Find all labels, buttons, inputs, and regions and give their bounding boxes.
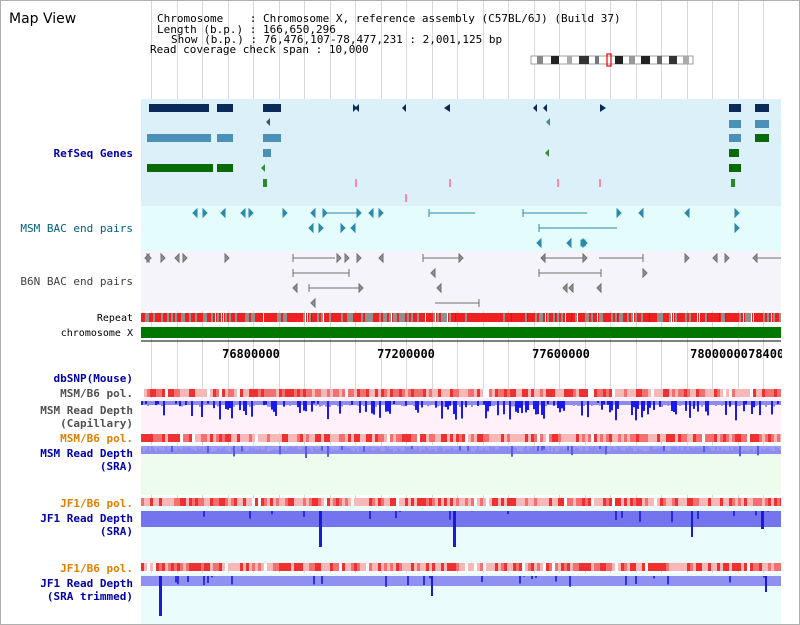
repeat-and-chromosome-bars: [141, 313, 781, 338]
tick-76800000: 76800000: [222, 347, 280, 361]
label-msm-depth-cap-1[interactable]: MSM Read Depth: [40, 404, 133, 417]
chromosome-ideogram[interactable]: [529, 53, 697, 67]
chromosome-info: Chromosome : Chromosome X, reference ass…: [157, 12, 621, 25]
msm-pol-1: [141, 389, 781, 397]
jf1-pol-1: [141, 498, 781, 506]
jf1-depth-trim: [141, 576, 781, 616]
tick-78000000: 78000000: [690, 347, 748, 361]
coverage-value: 10,000: [328, 43, 369, 56]
refseq-panel: [141, 99, 781, 206]
msm-pol-2: [141, 434, 781, 442]
label-chromosome: chromosome X: [60, 328, 133, 339]
view-title: Map View: [9, 11, 77, 27]
position-axis: [141, 340, 781, 342]
right-margin: [782, 1, 799, 624]
show-value: 76,476,107-78,477,231 : 2,001,125 bp: [263, 33, 503, 46]
jf1-depth-sra: [141, 511, 781, 547]
msm-depth-sra: [141, 446, 781, 459]
jf1-pol-2: [141, 563, 781, 571]
label-msm-pol-1[interactable]: MSM/B6 pol.: [60, 387, 133, 400]
label-repeat: Repeat: [96, 313, 133, 324]
show-label: Show (b.p.): [171, 33, 244, 46]
label-jf1-depth-trim-2: (SRA trimmed): [46, 590, 133, 603]
chromosome-value: Chromosome X, reference assembly (C57BL/…: [262, 12, 621, 25]
msm-bac-track[interactable]: [141, 206, 781, 251]
label-jf1-depth-trim-1[interactable]: JF1 Read Depth: [40, 577, 133, 590]
label-jf1-depth-sra-1[interactable]: JF1 Read Depth: [40, 512, 133, 525]
label-jf1-pol-1[interactable]: JF1/B6 pol.: [60, 497, 133, 510]
gene-row-green: [147, 134, 769, 172]
gene-row-light: [147, 120, 769, 142]
tick-77200000: 77200000: [377, 347, 435, 361]
length-label: Length (b.p.): [157, 23, 244, 36]
show-info: Show (b.p.) : 76,476,107-78,477,231 : 2,…: [171, 33, 503, 46]
tick-77600000: 77600000: [532, 347, 590, 361]
gene-row-dark: [149, 104, 769, 112]
label-msm-bac[interactable]: MSM BAC end pairs: [20, 222, 133, 235]
chromosome-label: Chromosome: [157, 12, 224, 25]
b6n-bac-panel: [141, 251, 781, 311]
chromosome-bar: [141, 327, 781, 338]
label-dbsnp[interactable]: dbSNP(Mouse): [53, 372, 133, 385]
label-msm-depth-cap-2: (Capillary): [60, 417, 133, 430]
b6n-bac-track[interactable]: [141, 251, 781, 311]
label-jf1-pol-2[interactable]: JF1/B6 pol.: [60, 562, 133, 575]
refseq-gene-track[interactable]: [141, 99, 781, 206]
label-refseq-genes[interactable]: RefSeq Genes: [53, 147, 133, 160]
length-value: 166,650,296: [262, 23, 336, 36]
label-msm-depth-sra-2: (SRA): [99, 460, 133, 473]
msm-depth-capillary: [141, 401, 781, 421]
current-region-marker: [606, 53, 612, 67]
coverage-label: Read coverage check span: [150, 43, 309, 56]
label-msm-depth-sra-1[interactable]: MSM Read Depth: [40, 447, 133, 460]
label-jf1-depth-sra-2: (SRA): [99, 525, 133, 538]
length-info: Length (b.p.) : 166,650,296: [157, 23, 336, 36]
coverage-info: Read coverage check span : 10,000: [150, 43, 369, 56]
variation-tracks: [141, 389, 781, 616]
label-msm-pol-2[interactable]: MSM/B6 pol.: [60, 432, 133, 445]
repeat-bar: [141, 313, 781, 322]
label-b6n-bac[interactable]: B6N BAC end pairs: [20, 275, 133, 288]
